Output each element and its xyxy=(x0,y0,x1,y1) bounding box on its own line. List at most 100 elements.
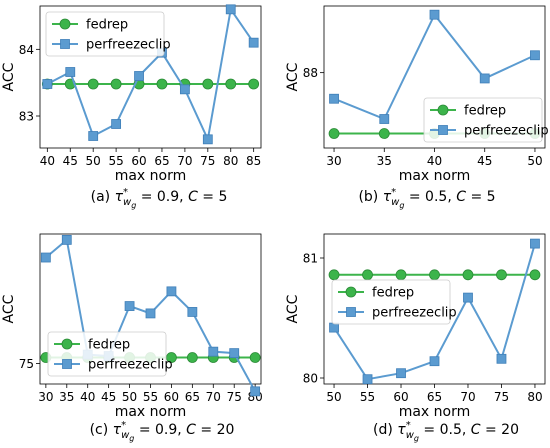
data-point-perfreezeclip xyxy=(124,301,135,311)
legend-marker-fedrep xyxy=(61,338,73,350)
data-point-perfreezeclip xyxy=(187,307,198,317)
x-tick-label: 55 xyxy=(360,390,375,404)
x-tick-label: 85 xyxy=(246,154,261,168)
x-tick-label: 50 xyxy=(326,390,341,404)
data-point-perfreezeclip xyxy=(329,93,339,104)
subplot-d: 50 55 60 65 70 75 80 80 81 max norm ACC fedrep perfr… xyxy=(285,233,546,443)
data-point-fedrep xyxy=(87,78,99,90)
x-axis-label: max norm xyxy=(399,168,471,184)
data-point-perfreezeclip xyxy=(179,84,190,95)
subplot-caption: (c) τ* wg = 0.9, C = 20 xyxy=(90,420,235,443)
x-tick-label: 35 xyxy=(59,390,74,404)
x-tick-label: 70 xyxy=(206,390,221,404)
data-point-perfreezeclip xyxy=(61,234,72,245)
data-point-fedrep xyxy=(362,269,373,281)
x-tick-label: 65 xyxy=(154,154,169,168)
data-point-perfreezeclip xyxy=(329,322,339,333)
x-axis-label: max norm xyxy=(399,404,471,420)
legend-marker-perfreezeclip xyxy=(60,39,70,49)
data-point-perfreezeclip xyxy=(208,346,219,357)
data-point-perfreezeclip xyxy=(463,292,473,303)
data-point-perfreezeclip xyxy=(429,9,440,20)
x-tick-label: 30 xyxy=(326,154,341,168)
legend-label-perfreezeclip: perfreezeclip xyxy=(372,306,457,321)
y-tick-label: 80 xyxy=(303,372,318,386)
x-tick-label: 45 xyxy=(477,154,492,168)
legend-label-fedrep: fedrep xyxy=(88,338,130,353)
x-tick-label: 75 xyxy=(227,390,242,404)
data-point-fedrep xyxy=(156,78,168,90)
data-point-fedrep xyxy=(496,269,507,281)
x-tick-label: 60 xyxy=(131,154,146,168)
x-tick-label: 35 xyxy=(377,154,392,168)
data-point-perfreezeclip xyxy=(42,79,53,89)
data-point-fedrep xyxy=(110,78,122,90)
legend-marker-fedrep xyxy=(437,104,449,116)
y-tick-label: 83 xyxy=(19,110,34,124)
y-tick-label: 88 xyxy=(303,66,318,80)
x-tick-label: 75 xyxy=(200,154,215,168)
data-point-fedrep xyxy=(186,352,198,363)
legend: fedrep perfreezeclip xyxy=(45,11,171,57)
x-tick-label: 55 xyxy=(108,154,123,168)
x-tick-label: 30 xyxy=(38,390,53,404)
subplot-b: 30 35 40 45 50 88 max norm ACC fedrep perfreezecl… xyxy=(285,5,549,210)
data-point-fedrep xyxy=(328,269,340,281)
legend-label-fedrep: fedrep xyxy=(86,18,128,33)
x-tick-label: 60 xyxy=(164,390,179,404)
x-tick-label: 70 xyxy=(460,390,475,404)
x-tick-label: 50 xyxy=(86,154,101,168)
data-point-perfreezeclip xyxy=(111,119,122,129)
y-axis-label: ACC xyxy=(285,62,301,91)
x-tick-label: 65 xyxy=(427,390,442,404)
data-point-fedrep xyxy=(529,269,541,281)
data-point-fedrep xyxy=(166,352,177,363)
x-tick-label: 80 xyxy=(527,390,542,404)
x-tick-label: 40 xyxy=(427,154,442,168)
subplot-caption: (d) τ* wg = 0.5, C = 20 xyxy=(373,420,519,443)
y-tick-label: 75 xyxy=(19,357,34,371)
data-point-perfreezeclip xyxy=(362,374,373,385)
data-point-perfreezeclip xyxy=(65,67,76,77)
x-tick-label: 75 xyxy=(494,390,509,404)
data-point-fedrep xyxy=(395,269,407,281)
x-tick-label: 40 xyxy=(40,154,55,168)
data-point-fedrep xyxy=(248,78,260,90)
data-point-perfreezeclip xyxy=(229,348,240,359)
data-point-perfreezeclip xyxy=(530,50,540,61)
data-point-perfreezeclip xyxy=(248,37,259,48)
y-tick-label: 84 xyxy=(19,43,34,57)
legend-label-fedrep: fedrep xyxy=(372,286,414,301)
data-point-fedrep xyxy=(225,78,237,90)
x-axis-label: max norm xyxy=(115,168,187,184)
x-tick-label: 50 xyxy=(527,154,542,168)
legend: fedrep perfreezeclip xyxy=(331,279,457,325)
data-point-perfreezeclip xyxy=(396,368,406,379)
y-axis-label: ACC xyxy=(1,62,17,91)
x-axis-label: max norm xyxy=(115,404,187,420)
legend: fedrep perfreezeclip xyxy=(47,331,173,377)
data-point-perfreezeclip xyxy=(429,356,440,367)
legend-label-perfreezeclip: perfreezeclip xyxy=(464,124,549,139)
data-point-fedrep xyxy=(249,352,261,363)
data-point-perfreezeclip xyxy=(530,238,540,249)
x-tick-label: 40 xyxy=(80,390,95,404)
x-tick-label: 80 xyxy=(223,154,238,168)
data-point-perfreezeclip xyxy=(145,308,156,319)
legend-marker-perfreezeclip xyxy=(62,359,72,369)
data-point-fedrep xyxy=(202,78,214,90)
legend-marker-fedrep xyxy=(345,286,357,298)
data-point-perfreezeclip xyxy=(379,114,390,124)
y-axis-label: ACC xyxy=(1,294,17,323)
legend-marker-fedrep xyxy=(59,18,71,30)
legend-marker-perfreezeclip xyxy=(438,125,448,135)
series-line-perfreezeclip xyxy=(46,6,255,143)
data-point-perfreezeclip xyxy=(250,386,261,397)
data-point-fedrep xyxy=(378,128,390,139)
x-tick-label: 55 xyxy=(143,390,158,404)
x-tick-label: 65 xyxy=(185,390,200,404)
x-tick-label: 70 xyxy=(177,154,192,168)
y-axis-label: ACC xyxy=(285,294,301,323)
x-tick-label: 60 xyxy=(393,390,408,404)
